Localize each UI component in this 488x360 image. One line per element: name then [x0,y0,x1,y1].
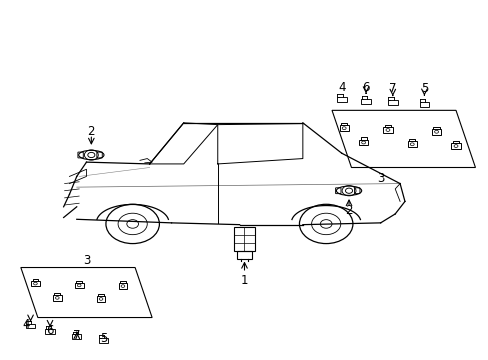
Text: 5: 5 [100,333,107,346]
Bar [234,227,254,251]
Bar [31,281,40,286]
Bar [339,125,348,131]
Text: 3: 3 [376,172,384,185]
Bar [358,140,367,145]
Bar [72,334,81,339]
Text: 7: 7 [388,82,396,95]
Text: 4: 4 [337,81,345,94]
Text: 6: 6 [46,324,54,337]
Bar [419,102,428,107]
Text: 7: 7 [73,329,81,342]
Bar [450,143,460,149]
Bar [361,99,370,104]
Bar [97,296,105,302]
Bar [431,129,440,135]
Bar [387,100,397,105]
Text: 1: 1 [240,274,248,287]
Text: 6: 6 [362,81,369,94]
Text: 5: 5 [420,82,427,95]
Bar [118,283,127,289]
Text: 2: 2 [345,204,352,217]
Bar [407,141,416,147]
Text: 2: 2 [87,125,95,138]
Text: 4: 4 [22,318,29,331]
Bar [26,324,35,328]
Bar [336,97,346,102]
Text: 3: 3 [82,254,90,267]
Bar [236,251,252,258]
Bar [53,295,61,301]
Bar [383,127,392,133]
Bar [45,329,55,334]
Bar [75,283,83,288]
Bar [99,338,108,343]
